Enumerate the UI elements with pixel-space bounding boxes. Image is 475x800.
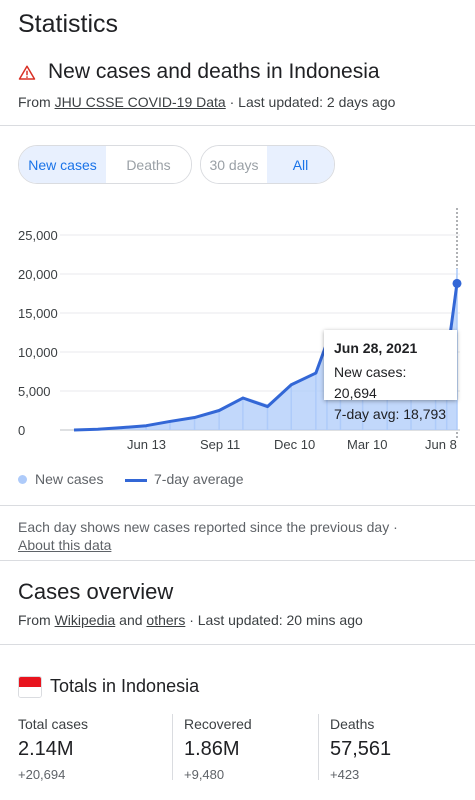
y-tick-label: 0	[18, 423, 26, 438]
recovered-stat: Recovered 1.86M +9,480	[184, 716, 252, 782]
x-tick-label: Jun 13	[127, 437, 167, 452]
and-text: and	[119, 612, 143, 628]
tooltip-avg: 7-day avg: 18,793	[334, 406, 447, 422]
legend-average: 7-day average	[125, 471, 244, 487]
30-days-toggle[interactable]: 30 days	[201, 146, 267, 183]
x-tick-label: Sep 11	[200, 437, 241, 452]
stat-separator	[172, 714, 173, 780]
overview-source-line: From Wikipedia and others · Last updated…	[18, 612, 363, 628]
legend-label: New cases	[35, 471, 104, 487]
stat-separator	[318, 714, 319, 780]
source-prefix: From	[18, 94, 51, 110]
divider	[0, 125, 475, 126]
overview-last-updated: · Last updated: 20 mins ago	[189, 612, 363, 628]
x-tick-label: Mar 10	[347, 437, 388, 452]
stat-change: +9,480	[184, 767, 225, 782]
stat-label: Total cases	[18, 716, 89, 732]
others-link[interactable]: others	[146, 612, 186, 628]
stat-change: +20,694	[18, 767, 66, 782]
divider	[0, 644, 475, 645]
data-note: Each day shows new cases reported since …	[18, 518, 398, 554]
indonesia-flag-icon	[18, 676, 42, 698]
source-prefix: From	[18, 612, 51, 628]
deaths-stat: Deaths 57,561 +423	[330, 716, 391, 782]
y-tick-label: 20,000	[18, 267, 58, 282]
note-text: Each day shows new cases reported since …	[18, 519, 398, 535]
new-cases-toggle[interactable]: New cases	[19, 146, 106, 183]
tooltip-new-cases: New cases: 20,694	[334, 364, 407, 401]
source-line: From JHU CSSE COVID-19 Data · Last updat…	[18, 94, 395, 110]
wikipedia-link[interactable]: Wikipedia	[54, 612, 116, 628]
legend-label: 7-day average	[154, 471, 244, 487]
legend-new-cases: New cases	[18, 471, 103, 487]
x-tick-label: Jun 8	[425, 437, 457, 452]
total-cases-stat: Total cases 2.14M +20,694	[18, 716, 88, 782]
section-title: New cases and deaths in Indonesia	[48, 60, 380, 83]
y-tick-label: 10,000	[18, 345, 58, 360]
deaths-toggle[interactable]: Deaths	[106, 146, 191, 183]
stat-change: +423	[330, 767, 360, 782]
average-point	[452, 278, 462, 288]
average-line-icon	[125, 478, 147, 482]
cases-overview-title: Cases overview	[18, 579, 174, 604]
x-tick-label: Dec 10	[274, 437, 316, 452]
divider	[0, 560, 475, 561]
chart-tooltip: Jun 28, 2021 New cases: 20,694 7-day avg…	[324, 330, 457, 422]
stat-label: Recovered	[184, 716, 252, 732]
tooltip-date: Jun 28, 2021	[334, 340, 418, 356]
stat-value: 1.86M	[184, 738, 240, 760]
y-tick-label: 25,000	[18, 228, 58, 243]
page-title: Statistics	[18, 10, 119, 38]
stat-value: 57,561	[330, 738, 392, 760]
y-tick-label: 15,000	[18, 306, 58, 321]
metric-toggle[interactable]: New cases Deaths	[18, 145, 192, 184]
all-toggle[interactable]: All	[267, 146, 334, 183]
about-data-link[interactable]: About this data	[18, 537, 112, 553]
jhu-source-link[interactable]: JHU CSSE COVID-19 Data	[54, 94, 226, 110]
y-tick-label: 5,000	[18, 384, 51, 399]
warning-icon	[18, 65, 36, 80]
region-title: Totals in Indonesia	[50, 676, 200, 696]
new-cases-dot-icon	[18, 475, 27, 484]
stat-label: Deaths	[330, 716, 375, 732]
range-toggle[interactable]: 30 days All	[200, 145, 335, 184]
divider	[0, 505, 475, 506]
stat-value: 2.14M	[18, 738, 74, 760]
last-updated: · Last updated: 2 days ago	[229, 94, 396, 110]
